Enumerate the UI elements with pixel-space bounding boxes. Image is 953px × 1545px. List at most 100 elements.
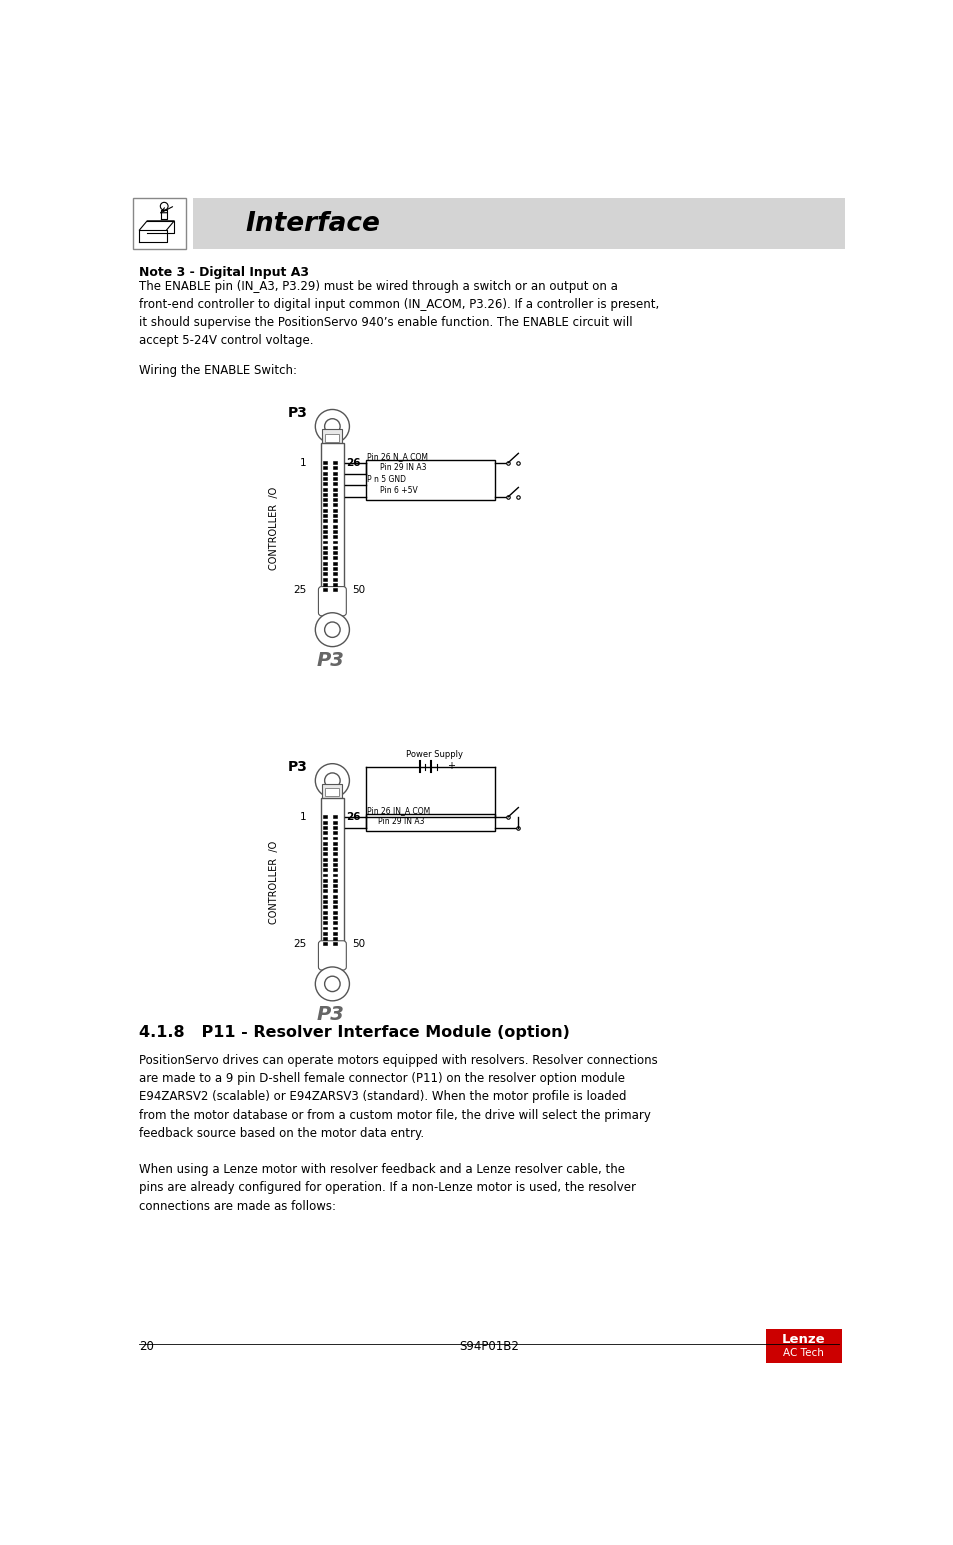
Text: CONTROLLER  /O: CONTROLLER /O — [269, 487, 279, 570]
Bar — [333, 938, 337, 939]
Text: PositionServo drives can operate motors equipped with resolvers. Resolver connec: PositionServo drives can operate motors … — [138, 1054, 657, 1140]
Bar — [133, 198, 186, 249]
Bar — [323, 836, 327, 839]
Bar — [333, 535, 337, 538]
Bar — [333, 831, 337, 834]
Circle shape — [315, 967, 349, 1001]
Bar — [323, 895, 327, 898]
Bar — [323, 853, 327, 856]
Text: Note 3 - Digital Input A3: Note 3 - Digital Input A3 — [138, 266, 309, 280]
Bar — [333, 895, 337, 898]
Bar — [333, 460, 337, 463]
FancyBboxPatch shape — [320, 797, 344, 955]
Bar — [323, 508, 327, 511]
FancyBboxPatch shape — [318, 587, 346, 616]
Text: Interface: Interface — [245, 210, 380, 236]
Bar — [333, 556, 337, 559]
Bar — [323, 864, 327, 865]
Bar — [333, 578, 337, 581]
Circle shape — [324, 623, 340, 638]
Bar — [333, 816, 337, 819]
Bar — [323, 901, 327, 902]
FancyBboxPatch shape — [320, 443, 344, 601]
Bar — [323, 890, 327, 893]
Bar — [333, 552, 337, 555]
Circle shape — [160, 202, 168, 210]
Bar — [333, 488, 337, 490]
Bar — [333, 847, 337, 850]
Bar — [333, 853, 337, 856]
Bar — [333, 827, 337, 828]
Bar — [333, 884, 337, 887]
Bar — [323, 578, 327, 581]
Bar — [323, 932, 327, 935]
Circle shape — [324, 419, 340, 434]
Bar — [333, 932, 337, 935]
Bar — [323, 572, 327, 575]
Text: 4.1.8   P11 - Resolver Interface Module (option): 4.1.8 P11 - Resolver Interface Module (o… — [138, 1024, 569, 1040]
Text: P3: P3 — [288, 760, 308, 774]
Bar — [333, 868, 337, 871]
Circle shape — [324, 976, 340, 992]
Bar — [323, 884, 327, 887]
Bar — [323, 545, 327, 548]
Bar — [333, 471, 337, 474]
Text: 1: 1 — [300, 811, 307, 822]
Bar — [323, 868, 327, 871]
Bar — [323, 589, 327, 592]
Text: Pin 26 N_A COM: Pin 26 N_A COM — [367, 451, 428, 460]
Bar — [323, 927, 327, 930]
Text: P3: P3 — [316, 652, 344, 671]
Bar — [323, 556, 327, 559]
Text: P3: P3 — [316, 1006, 344, 1024]
Bar — [333, 589, 337, 592]
Bar — [333, 497, 337, 501]
Bar — [323, 905, 327, 908]
Text: Power Supply: Power Supply — [405, 749, 462, 759]
Bar — [323, 460, 327, 463]
Bar — [323, 493, 327, 496]
Bar — [325, 434, 339, 442]
Bar — [333, 562, 337, 564]
Bar — [323, 842, 327, 845]
Bar — [193, 198, 843, 249]
Text: Pin 29 IN A3: Pin 29 IN A3 — [379, 464, 426, 473]
Bar — [323, 910, 327, 913]
Bar — [333, 842, 337, 845]
Bar — [333, 942, 337, 946]
Circle shape — [315, 409, 349, 443]
Bar — [333, 927, 337, 930]
Bar — [333, 530, 337, 533]
Text: +: + — [447, 762, 455, 771]
Bar — [323, 873, 327, 876]
Bar — [322, 783, 342, 799]
Bar — [365, 814, 495, 831]
Text: Wiring the ENABLE Switch:: Wiring the ENABLE Switch: — [138, 365, 296, 377]
Bar — [323, 535, 327, 538]
Circle shape — [324, 772, 340, 788]
Bar — [765, 1329, 841, 1363]
Bar — [333, 921, 337, 924]
Bar — [323, 477, 327, 480]
Bar — [323, 519, 327, 522]
Bar — [333, 514, 337, 518]
Bar — [333, 477, 337, 480]
Text: 25: 25 — [294, 584, 307, 595]
Bar — [323, 916, 327, 919]
Bar — [323, 847, 327, 850]
Circle shape — [315, 763, 349, 797]
Bar — [323, 488, 327, 490]
Text: Pin 26 IN_A COM: Pin 26 IN_A COM — [367, 806, 430, 816]
Text: The ENABLE pin (IN_A3, P3.29) must be wired through a switch or an output on a
f: The ENABLE pin (IN_A3, P3.29) must be wi… — [138, 280, 659, 348]
Bar — [333, 567, 337, 570]
Bar — [333, 857, 337, 861]
Bar — [323, 921, 327, 924]
Bar — [323, 938, 327, 939]
Bar — [333, 836, 337, 839]
Bar — [323, 552, 327, 555]
Bar — [333, 541, 337, 544]
Text: CONTROLLER  /O: CONTROLLER /O — [269, 840, 279, 924]
Bar — [333, 482, 337, 485]
Bar — [323, 514, 327, 518]
Bar — [333, 905, 337, 908]
